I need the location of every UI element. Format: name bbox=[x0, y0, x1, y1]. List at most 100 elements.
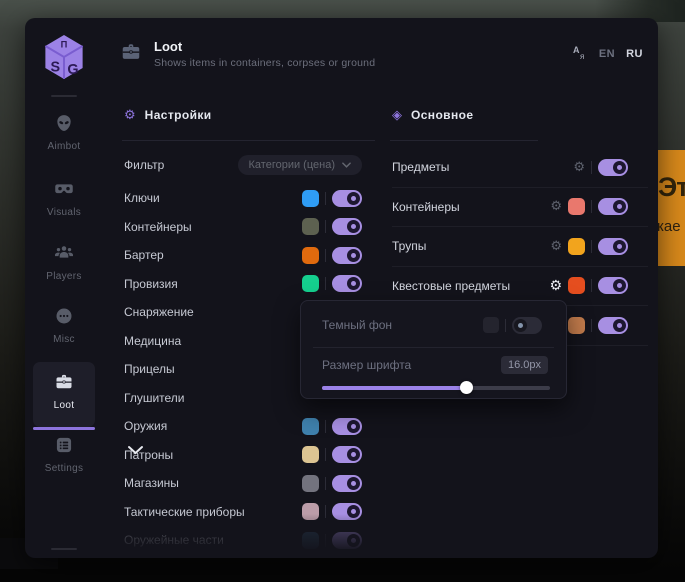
color-swatch[interactable] bbox=[302, 474, 319, 492]
separator bbox=[591, 318, 592, 332]
color-swatch[interactable] bbox=[302, 246, 319, 264]
separator bbox=[325, 419, 326, 433]
list-item-sights: Прицелы bbox=[124, 355, 362, 384]
toggle[interactable] bbox=[598, 316, 628, 334]
players-icon bbox=[33, 243, 95, 263]
sidebar-item-visuals[interactable]: Visuals bbox=[33, 179, 95, 220]
color-swatch[interactable] bbox=[302, 503, 319, 521]
row-label: Контейнеры bbox=[124, 219, 192, 234]
slider-handle[interactable] bbox=[459, 381, 473, 394]
gear-icon[interactable]: ⚙ bbox=[550, 238, 562, 254]
scroll-down-chevron-icon[interactable] bbox=[127, 442, 144, 460]
filter-dropdown[interactable]: Категории (цена) bbox=[237, 155, 362, 175]
option-corpses: Трупы ⚙ bbox=[392, 227, 648, 267]
main-window: S G П Aimbot Visuals Players bbox=[25, 18, 658, 558]
row-label: Снаряжение bbox=[124, 305, 194, 320]
list-item-suppressors: Глушители bbox=[124, 384, 362, 413]
briefcase-icon bbox=[33, 372, 95, 392]
color-swatch[interactable] bbox=[302, 189, 319, 207]
background-trees bbox=[595, 0, 685, 22]
dark-background-row: Темный фон bbox=[322, 310, 542, 340]
toggle[interactable] bbox=[332, 218, 362, 236]
toggle[interactable] bbox=[332, 417, 362, 435]
sidebar-item-loot[interactable]: Loot bbox=[33, 362, 95, 430]
lang-en-button[interactable]: EN bbox=[598, 48, 616, 60]
sidebar-item-label: Aimbot bbox=[47, 141, 81, 152]
row-label: Бартер bbox=[124, 248, 164, 263]
list-item-magazines: Магазины bbox=[124, 469, 362, 498]
background-item-tooltip: Эт кае bbox=[657, 150, 685, 266]
section-title: Основное bbox=[411, 108, 474, 122]
toggle[interactable] bbox=[332, 189, 362, 207]
page-header: Loot Shows items in containers, corpses … bbox=[120, 18, 643, 90]
svg-text:S: S bbox=[50, 59, 60, 75]
sidebar-item-settings[interactable]: Settings bbox=[33, 435, 95, 476]
toggle[interactable] bbox=[598, 198, 628, 216]
separator bbox=[325, 248, 326, 262]
gear-icon[interactable]: ⚙ bbox=[573, 159, 585, 175]
lang-ru-button[interactable]: RU bbox=[626, 48, 643, 60]
page-subtitle: Shows items in containers, corpses or gr… bbox=[154, 57, 376, 69]
color-swatch[interactable] bbox=[568, 237, 585, 255]
briefcase-icon bbox=[120, 41, 142, 68]
app-logo-icon: S G П bbox=[44, 35, 84, 79]
diamond-icon: ◈ bbox=[392, 107, 402, 123]
toggle[interactable] bbox=[598, 237, 628, 255]
list-item-keys: Ключи bbox=[124, 184, 362, 213]
toggle[interactable] bbox=[512, 316, 542, 334]
separator bbox=[505, 318, 506, 332]
row-label: Тактические приборы bbox=[124, 504, 245, 519]
toggle[interactable] bbox=[332, 531, 362, 549]
color-swatch[interactable] bbox=[568, 198, 585, 216]
list-item-weapon-parts: Оружейные части bbox=[124, 526, 362, 555]
row-label: Оружия bbox=[124, 419, 168, 434]
sidebar-item-label: Loot bbox=[53, 400, 75, 411]
row-label: Ключи bbox=[124, 191, 160, 206]
row-label: Предметы bbox=[392, 160, 450, 175]
font-size-value: 16.0px bbox=[500, 356, 548, 374]
gear-icon[interactable]: ⚙ bbox=[549, 277, 562, 294]
toggle[interactable] bbox=[332, 275, 362, 293]
list-item-medicine: Медицина bbox=[124, 327, 362, 356]
color-swatch[interactable] bbox=[568, 277, 585, 295]
separator bbox=[591, 160, 592, 174]
toggle[interactable] bbox=[332, 446, 362, 464]
separator bbox=[325, 220, 326, 234]
color-swatch[interactable] bbox=[483, 317, 499, 333]
separator bbox=[591, 279, 592, 293]
color-swatch[interactable] bbox=[302, 446, 319, 464]
row-label: Оружейные части bbox=[124, 533, 224, 548]
separator bbox=[591, 239, 592, 253]
row-label: Прицелы bbox=[124, 362, 175, 377]
toggle[interactable] bbox=[598, 158, 628, 176]
color-swatch[interactable] bbox=[302, 531, 319, 549]
option-items: Предметы ⚙ bbox=[392, 148, 648, 188]
toggle[interactable] bbox=[332, 246, 362, 264]
sidebar-item-misc[interactable]: Misc bbox=[33, 306, 95, 347]
sidebar-item-label: Misc bbox=[53, 334, 75, 345]
quest-items-settings-popup: Темный фон Размер шрифта 16.0px bbox=[300, 300, 567, 399]
color-swatch[interactable] bbox=[302, 275, 319, 293]
toggle[interactable] bbox=[332, 474, 362, 492]
toggle[interactable] bbox=[332, 503, 362, 521]
font-size-label: Размер шрифта bbox=[322, 358, 412, 372]
color-swatch[interactable] bbox=[568, 316, 585, 334]
color-swatch[interactable] bbox=[302, 417, 319, 435]
row-label: Медицина bbox=[124, 333, 182, 348]
color-swatch[interactable] bbox=[302, 218, 319, 236]
background-bottom-bar bbox=[0, 569, 685, 582]
section-title: Настройки bbox=[144, 108, 212, 122]
sidebar-item-aimbot[interactable]: Aimbot bbox=[33, 113, 95, 154]
section-divider bbox=[122, 140, 375, 141]
font-size-slider[interactable] bbox=[322, 381, 550, 394]
row-label: Магазины bbox=[124, 476, 179, 491]
section-header-settings: ⚙ Настройки bbox=[124, 108, 212, 122]
toggle[interactable] bbox=[598, 277, 628, 295]
sidebar-divider bbox=[51, 95, 77, 97]
gear-icon[interactable]: ⚙ bbox=[550, 199, 562, 215]
separator bbox=[325, 277, 326, 291]
sidebar-item-players[interactable]: Players bbox=[33, 243, 95, 284]
tooltip-text: Эт bbox=[658, 172, 685, 202]
